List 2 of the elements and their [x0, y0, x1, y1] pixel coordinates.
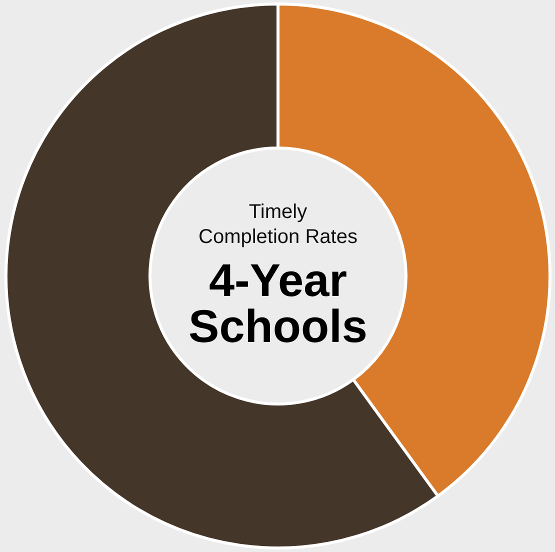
text: 4-Year Schools	[188, 254, 368, 352]
text: Timely Completion Rates	[198, 201, 358, 248]
